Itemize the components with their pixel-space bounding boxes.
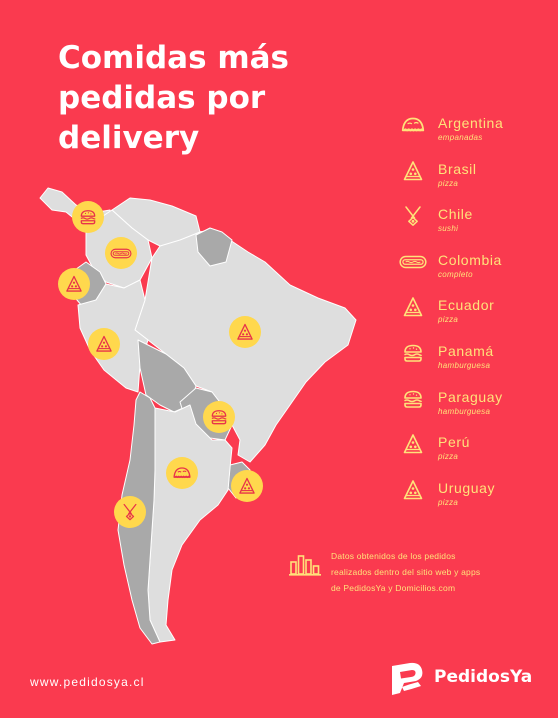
legend-food: pizza [438, 497, 459, 507]
legend-food: sushi [438, 224, 459, 234]
brand-logo[interactable]: PedidosYa [388, 660, 538, 700]
note-line-2: realizados dentro del sitio web y apps [331, 567, 481, 577]
legend-country: Uruguay [438, 479, 496, 496]
legend-food: hamburguesa [438, 360, 491, 370]
legend-country: Paraguay [438, 388, 503, 405]
burger-icon [403, 390, 423, 408]
bar-chart-icon [289, 555, 321, 576]
marker-argentina[interactable] [166, 457, 198, 489]
marker-colombia[interactable] [105, 237, 137, 269]
legend: Argentina empanadas Brasil pizza Chile s… [398, 112, 558, 522]
legend-item-ecuador: Ecuador pizza [398, 294, 558, 340]
legend-item-panama: Panamá hamburguesa [398, 340, 558, 386]
marker-ecuador[interactable] [58, 268, 90, 300]
legend-country: Ecuador [438, 297, 495, 314]
legend-item-uruguay: Uruguay pizza [398, 477, 558, 523]
website-link[interactable]: www.pedidosya.cl [30, 675, 145, 689]
argentina-region [147, 404, 233, 643]
legend-item-chile: Chile sushi [398, 203, 558, 249]
legend-food: pizza [438, 315, 459, 325]
legend-food: completo [438, 269, 473, 279]
marker-uruguay[interactable] [231, 470, 263, 502]
title-line-3: delivery [58, 120, 200, 156]
marker-peru[interactable] [88, 328, 120, 360]
legend-country: Argentina [438, 115, 504, 131]
empanada-icon [401, 117, 425, 132]
marker-panama[interactable] [72, 201, 104, 233]
legend-item-argentina: Argentina empanadas [398, 112, 558, 158]
title-line-2: pedidas por [58, 80, 266, 116]
burger-icon [403, 344, 423, 362]
legend-item-brasil: Brasil pizza [398, 158, 558, 204]
sushi-icon [405, 206, 421, 227]
hotdog-icon [399, 255, 427, 269]
pizza-icon [403, 160, 423, 180]
pedidosya-logo-icon [392, 662, 423, 695]
guianas-region [195, 227, 233, 267]
pizza-icon [403, 297, 423, 317]
marker-brasil[interactable] [229, 316, 261, 348]
note-text: Datos obtenidos de los pedidos realizado… [331, 548, 480, 596]
marker-paraguay[interactable] [203, 401, 235, 433]
title-line-1: Comidas más [58, 40, 290, 76]
brand-name: PedidosYa [434, 667, 533, 687]
legend-country: Panamá [438, 342, 494, 359]
note-line-3: de PedidosYa y Domicilios.com [331, 583, 456, 593]
pizza-icon [403, 479, 423, 500]
legend-country: Perú [438, 434, 470, 451]
legend-food: pizza [438, 178, 459, 188]
page-title: Comidas más pedidas por delivery [58, 38, 318, 158]
note-line-1: Datos obtenidos de los pedidos [331, 551, 456, 561]
legend-food: hamburguesa [438, 406, 491, 416]
legend-food: pizza [438, 452, 459, 462]
legend-food: empanadas [438, 133, 483, 142]
legend-country: Colombia [438, 251, 502, 268]
legend-country: Chile [438, 206, 473, 223]
legend-item-peru: Perú pizza [398, 431, 558, 477]
legend-item-colombia: Colombia completo [398, 249, 558, 295]
legend-country: Brasil [438, 160, 477, 177]
legend-item-paraguay: Paraguay hamburguesa [398, 386, 558, 432]
pizza-icon [403, 434, 423, 454]
